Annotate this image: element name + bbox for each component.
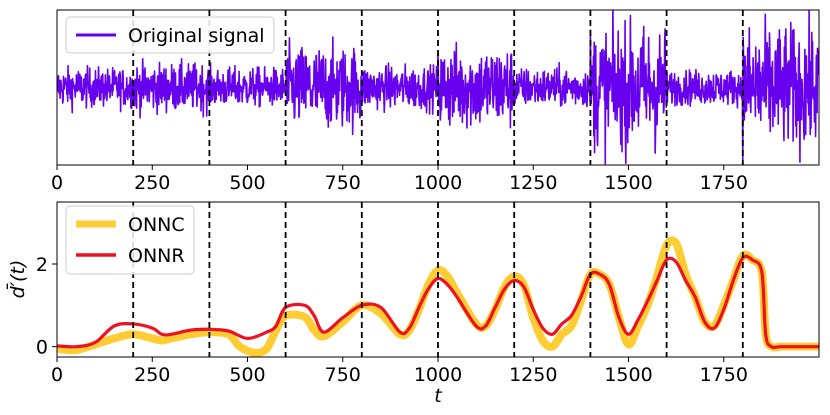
x-tick-label: 1500 [604,172,652,194]
series-line-onnr [57,254,819,350]
x-axis-label: t [434,385,443,407]
legend-label-onnc: ONNC [128,214,185,236]
distance-y-ticks: 02 [36,254,57,359]
signal-legend-box [65,16,275,54]
x-tick-label: 1750 [700,172,748,194]
distance-plot-area [57,236,819,357]
legend-label-onnr: ONNR [128,245,185,267]
x-tick-label: 750 [325,172,361,194]
x-tick-label: 250 [134,172,170,194]
signal-panel: 0 250 500 750 1000 1250 1500 1750 Original sign… [51,9,820,194]
distance-panel: 0 250 500 750 1000 1250 1500 1750 02 t d̄′(t) O… [5,201,820,407]
x-tick-label: 1250 [509,364,557,386]
x-tick-label: 500 [229,364,265,386]
x-tick-label: 500 [229,172,265,194]
y-tick-label: 2 [36,254,48,276]
signal-x-ticks: 0 250 500 750 1000 1250 1500 1750 [51,165,748,194]
x-tick-label: 1500 [604,364,652,386]
y-axis-label: d̄′(t) [5,260,29,299]
x-tick-label: 1000 [414,172,462,194]
x-tick-label: 1000 [414,364,462,386]
x-tick-label: 250 [134,364,170,386]
x-tick-label: 0 [51,364,63,386]
x-tick-label: 0 [51,172,63,194]
x-tick-label: 750 [325,364,361,386]
x-tick-label: 1250 [509,172,557,194]
legend-label-original-signal: Original signal [128,25,265,47]
y-tick-label: 0 [36,337,48,359]
x-tick-label: 1750 [700,364,748,386]
distance-x-ticks: 0 250 500 750 1000 1250 1500 1750 [51,357,748,386]
signal-legend: Original signal [65,16,275,54]
distance-legend: ONNC ONNR [65,205,195,275]
